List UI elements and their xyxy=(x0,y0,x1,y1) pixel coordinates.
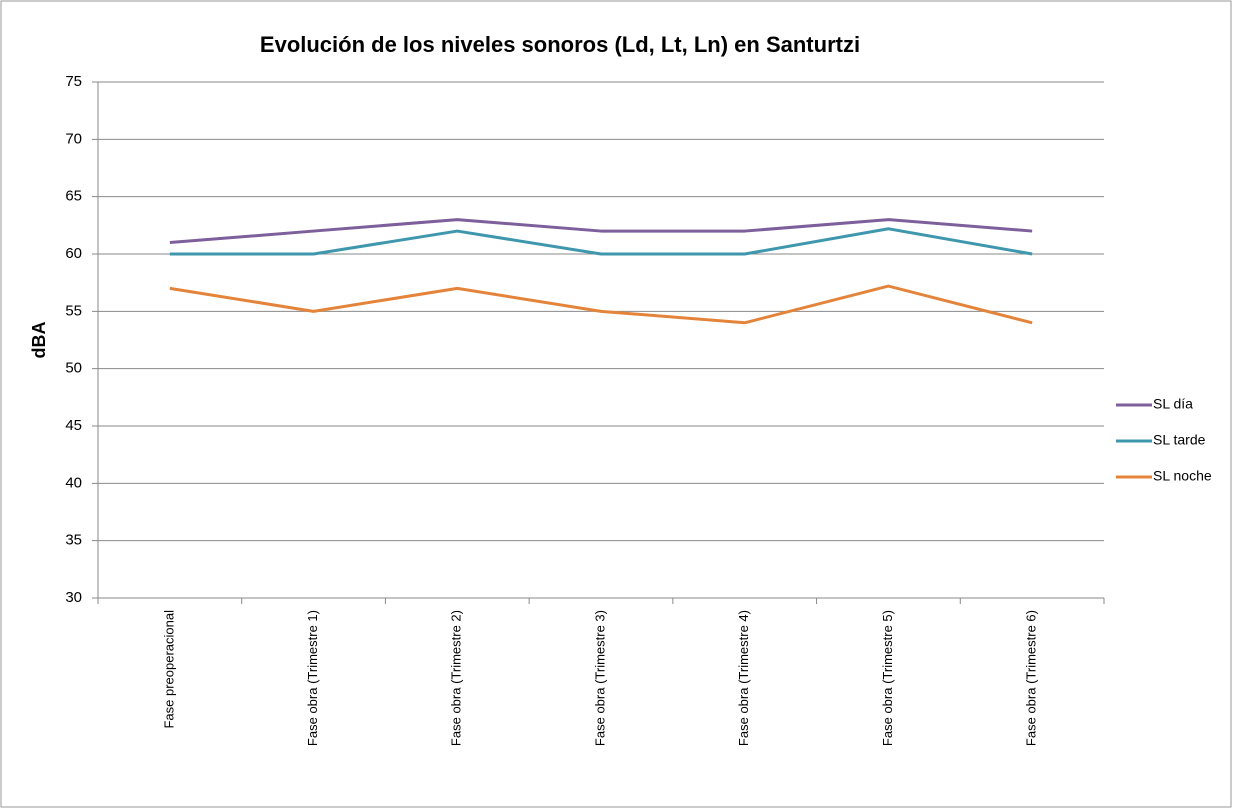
legend-label: SL tarde xyxy=(1153,432,1206,448)
x-tick-label: Fase obra (Trimestre 1) xyxy=(305,610,320,746)
x-tick-label: Fase obra (Trimestre 5) xyxy=(880,610,895,746)
y-tick-label: 30 xyxy=(65,589,82,606)
x-tick-label: Fase obra (Trimestre 3) xyxy=(592,610,607,746)
y-tick-label: 75 xyxy=(65,73,82,90)
x-tick-label: Fase obra (Trimestre 6) xyxy=(1024,610,1039,746)
chart-title: Evolución de los niveles sonoros (Ld, Lt… xyxy=(260,32,860,57)
y-axis-label: dBA xyxy=(29,322,49,359)
y-tick-label: 40 xyxy=(65,474,82,491)
series-line xyxy=(169,227,1033,256)
y-tick-label: 35 xyxy=(65,532,82,549)
y-tick-label: 65 xyxy=(65,188,82,205)
y-tick-label: 70 xyxy=(65,130,82,147)
y-tick-label: 55 xyxy=(65,302,82,319)
y-tick-label: 45 xyxy=(65,417,82,434)
x-tick-label: Fase preoperacional xyxy=(161,610,176,729)
y-tick-label: 60 xyxy=(65,245,82,262)
series-line xyxy=(169,284,1033,325)
x-tick-label: Fase obra (Trimestre 2) xyxy=(449,610,464,746)
legend-label: SL día xyxy=(1153,396,1193,412)
y-tick-label: 50 xyxy=(65,360,82,377)
legend-label: SL noche xyxy=(1153,468,1212,484)
series-line xyxy=(169,218,1033,245)
x-tick-label: Fase obra (Trimestre 4) xyxy=(736,610,751,746)
